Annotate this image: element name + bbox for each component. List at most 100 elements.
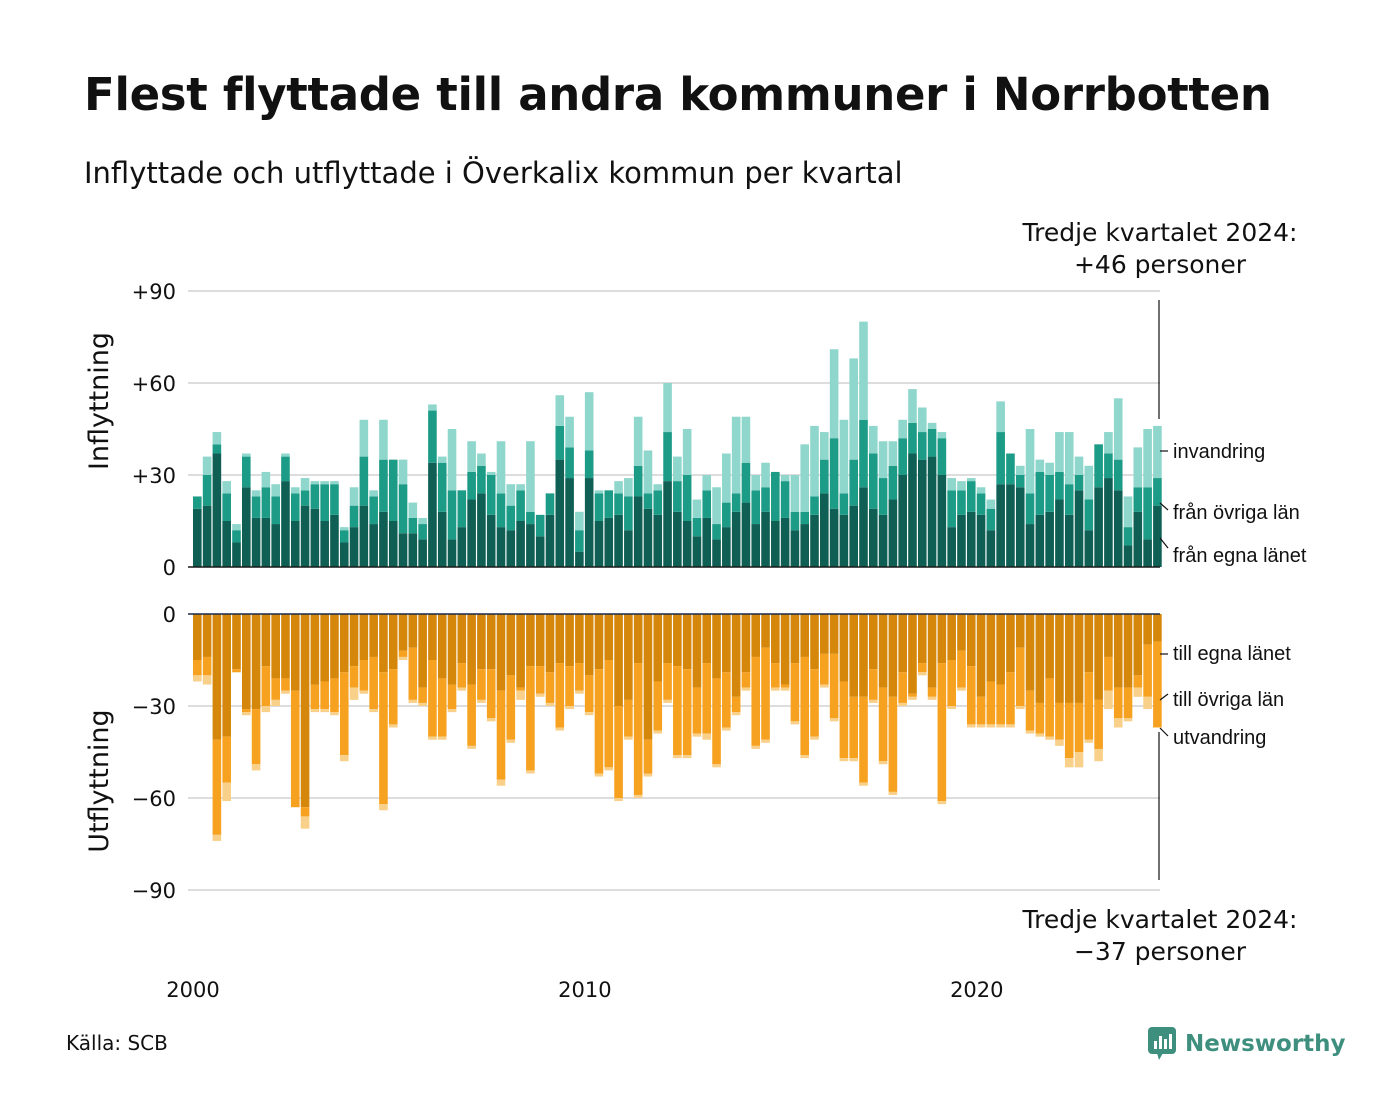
bar-in-segment xyxy=(212,432,222,445)
bar-in-segment xyxy=(251,490,261,497)
bar-in-segment xyxy=(682,521,692,568)
bar-in-segment xyxy=(555,459,565,567)
bar-out-segment xyxy=(1035,733,1045,737)
bar-in-segment xyxy=(320,521,329,568)
bar-in-segment xyxy=(467,499,476,567)
bar-in-segment xyxy=(673,481,682,512)
bar-out-segment xyxy=(339,672,349,756)
bar-in-segment xyxy=(1015,487,1025,567)
bar-out-segment xyxy=(1035,702,1045,734)
bar-in-segment xyxy=(810,496,819,515)
y-tick-label-out: −90 xyxy=(132,879,176,903)
bar-in-segment xyxy=(232,542,241,567)
bar-in-segment xyxy=(692,517,702,537)
bar-in-segment xyxy=(820,432,829,460)
bar-out-segment xyxy=(281,678,290,691)
bar-in-segment xyxy=(369,524,378,567)
bar-in-segment xyxy=(957,490,966,515)
bar-out-segment xyxy=(202,675,212,685)
bar-in-segment xyxy=(624,478,633,497)
brand-name: Newsworthy xyxy=(1185,1031,1346,1057)
bar-out-segment xyxy=(1035,614,1045,703)
bar-out-segment xyxy=(232,614,241,670)
bar-out-segment xyxy=(888,696,898,792)
bar-in-segment xyxy=(232,530,241,543)
bar-in-segment xyxy=(1143,539,1152,567)
bar-out-segment xyxy=(927,696,937,700)
bar-in-segment xyxy=(800,511,810,525)
bar-out-segment xyxy=(663,614,672,664)
bar-in-segment xyxy=(408,533,418,567)
bar-in-segment xyxy=(1104,478,1113,567)
bar-out-segment xyxy=(330,614,339,679)
bar-in-segment xyxy=(731,493,741,512)
bar-in-segment xyxy=(751,474,761,491)
bar-out-segment xyxy=(281,690,290,694)
bar-in-segment xyxy=(526,441,535,512)
bar-in-segment xyxy=(575,530,584,552)
bar-out-segment xyxy=(771,687,780,691)
bar-out-segment xyxy=(486,669,496,719)
bar-out-segment xyxy=(1104,614,1113,657)
bar-out-segment xyxy=(947,660,956,707)
bar-in-segment xyxy=(379,511,388,567)
bar-in-segment xyxy=(281,481,290,567)
bar-in-segment xyxy=(986,508,996,531)
bar-in-segment xyxy=(457,527,467,567)
bar-in-segment xyxy=(1104,453,1113,479)
bar-in-segment xyxy=(545,493,555,515)
bar-in-segment xyxy=(898,438,907,475)
bar-in-segment xyxy=(849,358,858,460)
bar-out-segment xyxy=(859,782,868,786)
bar-out-segment xyxy=(1153,641,1162,728)
bar-in-segment xyxy=(1084,530,1094,567)
bar-out-segment xyxy=(692,687,702,734)
bar-in-segment xyxy=(437,462,447,512)
bar-out-segment xyxy=(575,614,584,664)
bar-out-segment xyxy=(673,666,682,756)
bar-out-segment xyxy=(457,663,467,688)
y-tick-label-out: −30 xyxy=(132,695,176,719)
bar-out-segment xyxy=(624,736,633,740)
bar-out-segment xyxy=(467,745,476,749)
bar-in-segment xyxy=(947,478,956,491)
bar-out-segment xyxy=(1015,706,1025,710)
bar-in-segment xyxy=(545,514,555,567)
bar-out-segment xyxy=(565,706,574,710)
bar-in-segment xyxy=(1084,465,1094,500)
bar-in-segment xyxy=(663,481,672,567)
bar-in-segment xyxy=(1025,493,1035,525)
legend-label-utvandring: utvandring xyxy=(1173,727,1266,749)
bar-in-segment xyxy=(1104,432,1113,454)
bar-out-segment xyxy=(300,816,310,829)
bar-out-segment xyxy=(986,681,996,725)
bar-in-segment xyxy=(261,487,271,518)
bar-out-segment xyxy=(261,706,271,713)
bar-out-segment xyxy=(800,755,810,759)
bar-in-segment xyxy=(1084,499,1094,531)
bar-in-segment xyxy=(594,521,604,568)
bar-out-segment xyxy=(447,614,457,685)
bar-out-segment xyxy=(829,718,839,722)
bar-in-segment xyxy=(702,474,712,491)
bar-out-segment xyxy=(565,614,574,667)
y-tick-label-out: 0 xyxy=(163,603,176,627)
bar-in-segment xyxy=(300,505,310,567)
bar-in-segment xyxy=(947,527,956,567)
bar-out-segment xyxy=(673,755,682,759)
bar-in-segment xyxy=(927,456,937,567)
bar-in-segment xyxy=(1133,487,1143,512)
bar-in-segment xyxy=(330,481,339,485)
bar-in-segment xyxy=(761,462,770,488)
bar-out-segment xyxy=(927,687,937,697)
bar-out-segment xyxy=(966,666,976,725)
bar-in-segment xyxy=(506,484,516,506)
bar-out-segment xyxy=(1045,678,1054,737)
bar-in-segment xyxy=(780,517,790,567)
bar-out-segment xyxy=(545,614,555,673)
bar-out-segment xyxy=(496,614,506,691)
bar-in-segment xyxy=(663,382,672,433)
bar-out-segment xyxy=(908,614,917,694)
bar-in-segment xyxy=(937,438,947,475)
bar-in-segment xyxy=(643,450,653,494)
